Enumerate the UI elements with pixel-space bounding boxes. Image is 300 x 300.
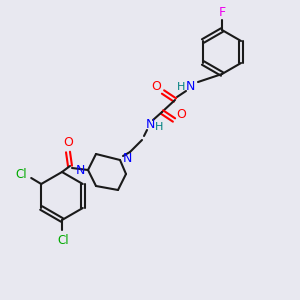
Text: O: O: [151, 80, 161, 94]
Text: O: O: [176, 109, 186, 122]
Text: N: N: [185, 80, 195, 94]
Text: F: F: [218, 5, 226, 19]
Text: N: N: [145, 118, 155, 131]
Text: H: H: [177, 82, 185, 92]
Text: H: H: [155, 122, 163, 132]
Text: N: N: [122, 152, 132, 166]
Text: Cl: Cl: [57, 233, 69, 247]
Text: N: N: [75, 164, 85, 176]
Text: O: O: [63, 136, 73, 148]
Text: Cl: Cl: [15, 167, 27, 181]
